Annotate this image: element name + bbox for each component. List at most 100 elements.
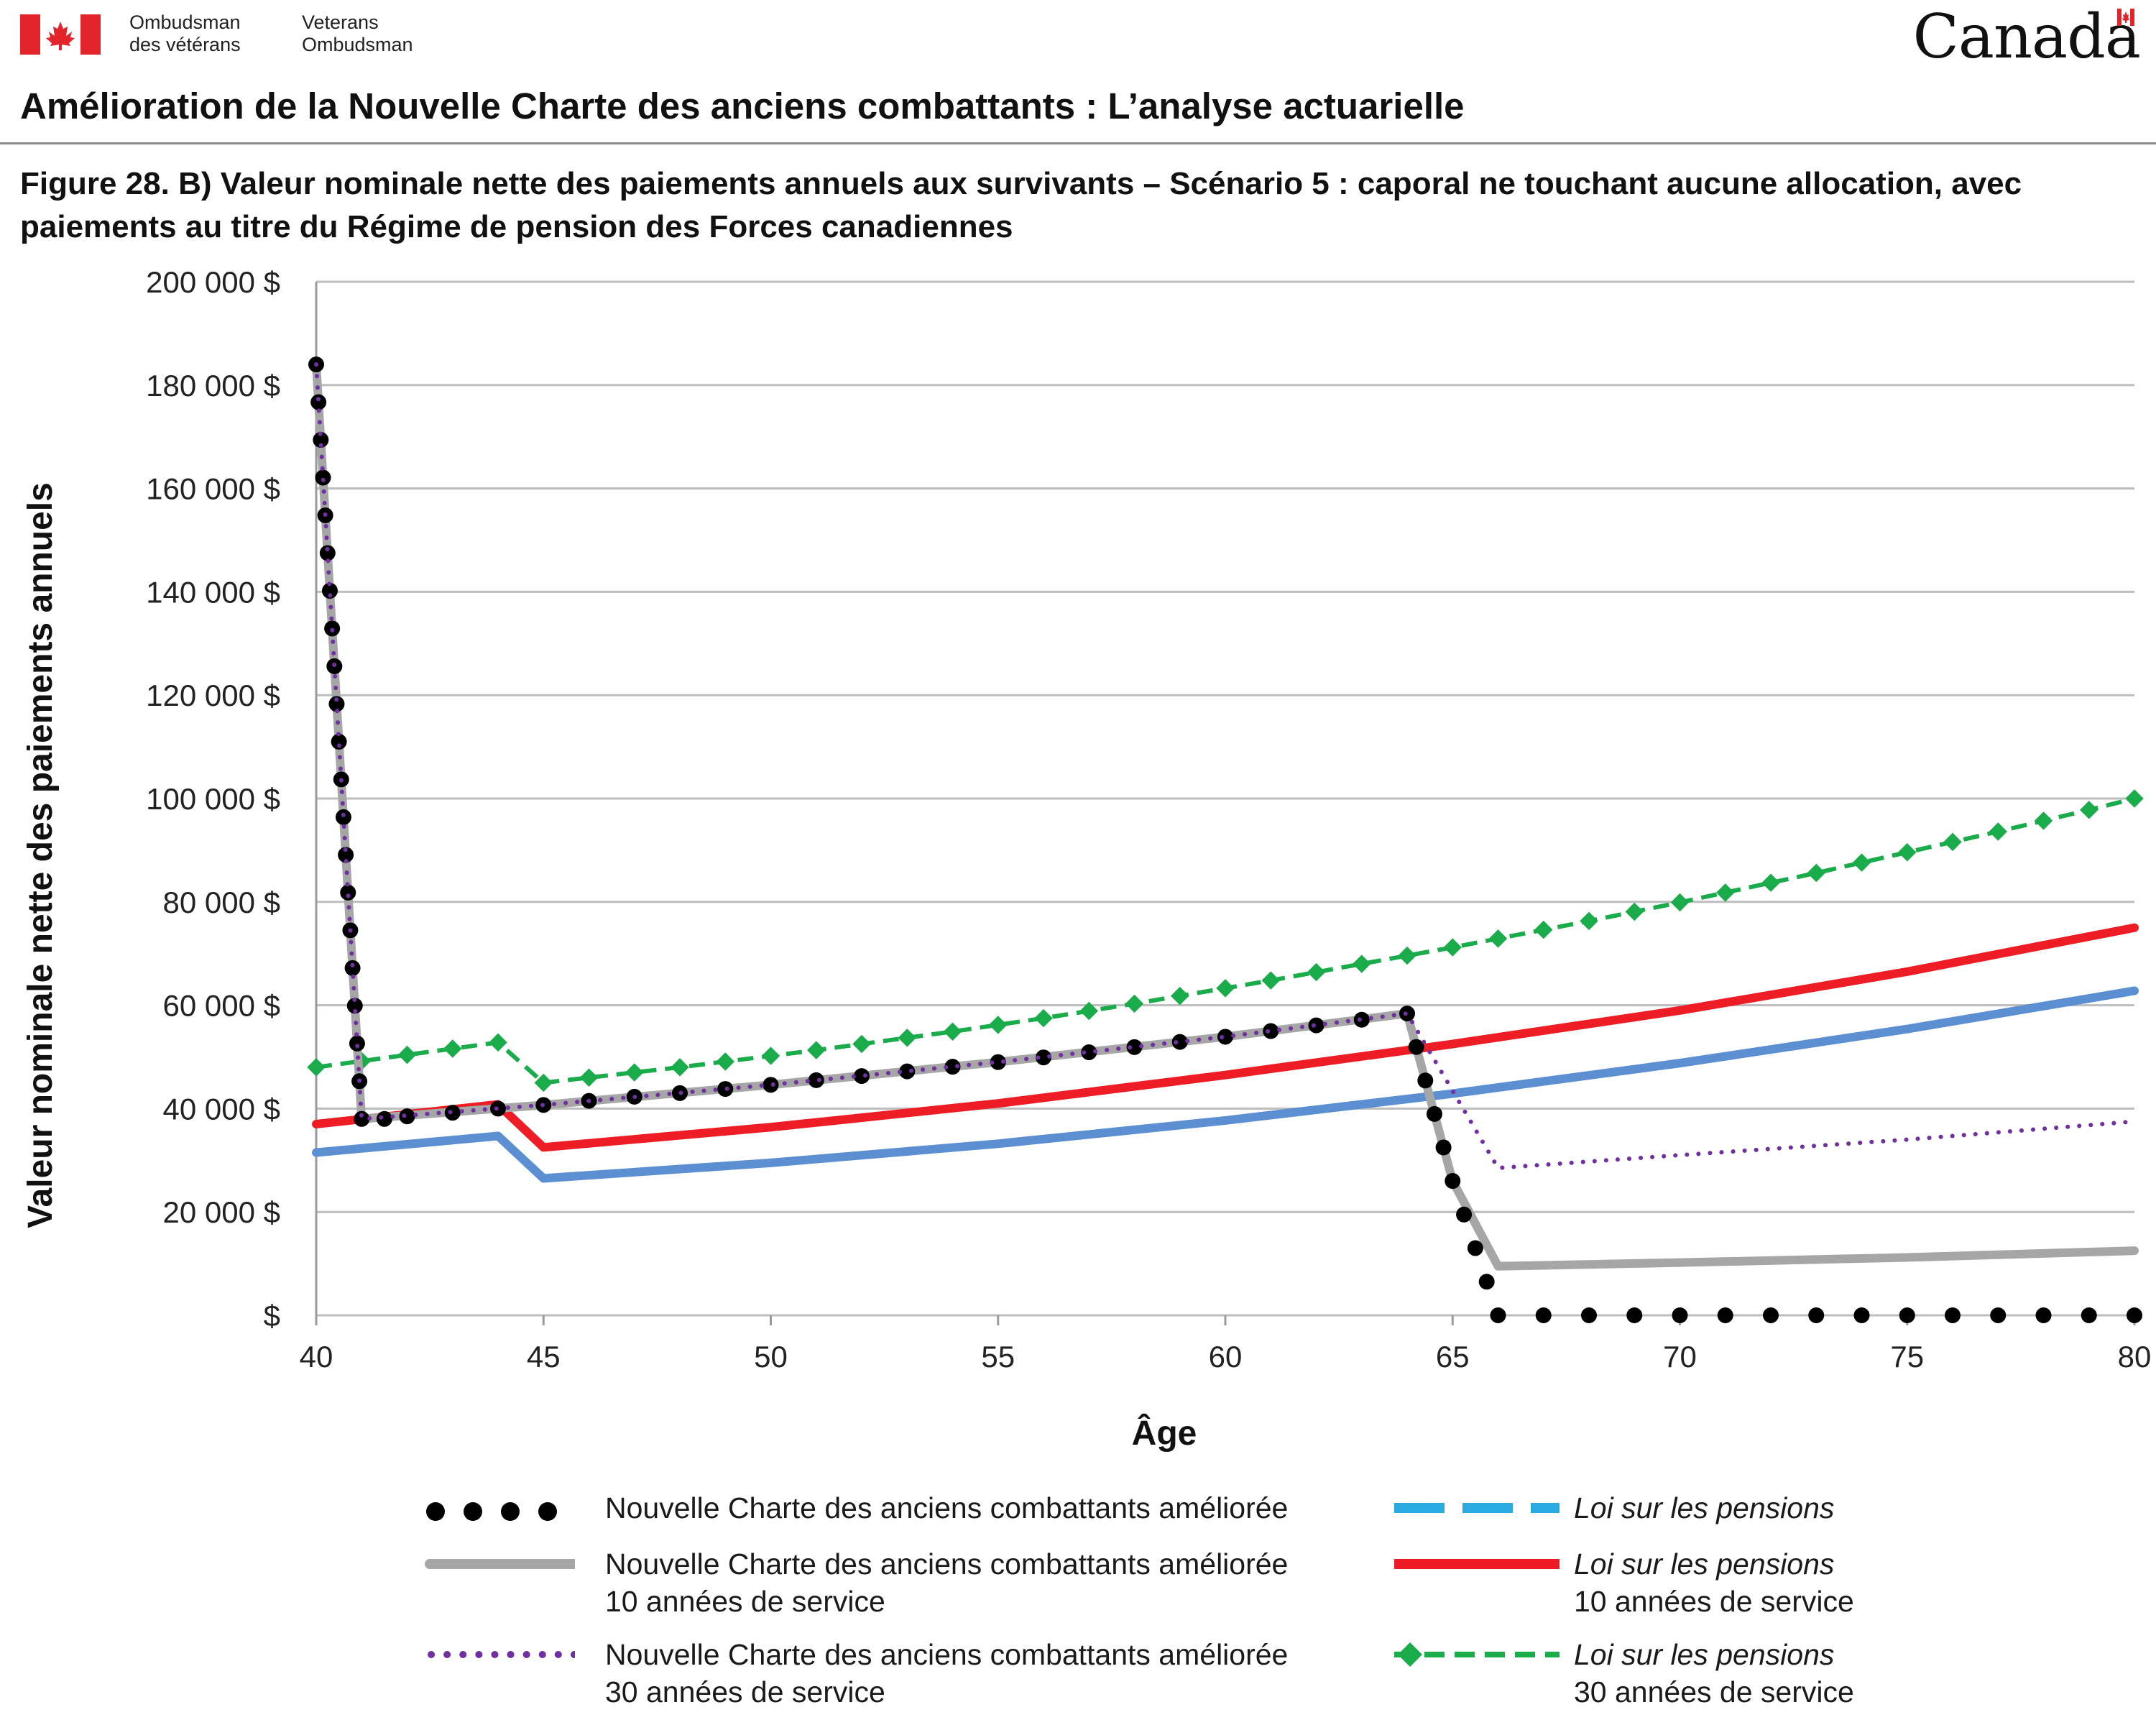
data-point <box>1943 832 1962 852</box>
data-point <box>1216 979 1235 998</box>
data-point <box>338 847 354 863</box>
legend-swatch-red-line <box>1394 1559 1560 1569</box>
x-tick-label: 70 <box>1663 1340 1697 1374</box>
x-tick-label: 75 <box>1890 1340 1924 1374</box>
legend-label: Loi sur les pensions <box>1574 1547 1835 1581</box>
data-point <box>319 545 336 561</box>
org-en-line1: Veterans <box>302 12 379 33</box>
data-point <box>1408 1039 1424 1055</box>
data-point <box>1990 1307 2007 1323</box>
data-point <box>1443 938 1462 957</box>
data-point <box>990 1054 1006 1070</box>
data-point <box>2034 811 2053 830</box>
data-point <box>399 1108 415 1125</box>
data-point <box>331 733 347 750</box>
y-tick-label: 60 000 $ <box>163 989 281 1023</box>
legend-swatch-blue-dashed <box>1394 1503 1560 1513</box>
data-point <box>2081 1307 2097 1323</box>
data-point <box>625 1063 644 1082</box>
data-point <box>1490 1307 1506 1323</box>
series-line <box>312 986 2139 1183</box>
data-point <box>443 1039 462 1058</box>
data-point <box>349 1035 365 1052</box>
data-point <box>1488 929 1508 948</box>
data-point <box>1353 954 1371 973</box>
x-tick-label: 65 <box>1436 1340 1470 1374</box>
data-point <box>1717 1307 1733 1323</box>
figure-title: Figure 28. B) Valeur nominale nette des … <box>20 166 2022 244</box>
data-point <box>376 1110 392 1127</box>
data-point <box>1807 863 1825 883</box>
data-point <box>1445 1173 1461 1190</box>
legend-swatch-purple-dotted <box>428 1651 575 1658</box>
data-point <box>1898 843 1917 862</box>
data-point <box>1171 1034 1188 1050</box>
data-point <box>1126 1039 1143 1055</box>
y-tick-label: 200 000 $ <box>146 265 280 299</box>
data-point <box>1945 1307 1961 1323</box>
y-tick-label: 40 000 $ <box>163 1092 281 1126</box>
legend-label: Nouvelle Charte des anciens combattants … <box>605 1547 1289 1581</box>
data-point <box>1535 1307 1552 1323</box>
data-point <box>1426 1105 1442 1122</box>
canada-wordmark: Canada <box>1912 1 2141 72</box>
y-tick-label: 140 000 $ <box>146 575 280 609</box>
data-point <box>1417 1072 1434 1089</box>
data-point <box>852 1034 871 1054</box>
chart-legend: Nouvelle Charte des anciens combattants … <box>402 1486 1969 1724</box>
data-point <box>899 1063 916 1080</box>
data-point <box>1581 1307 1597 1323</box>
data-point <box>716 1052 734 1071</box>
y-tick-label: 160 000 $ <box>146 472 280 506</box>
org-name-en: Veterans Ombudsman <box>302 12 413 56</box>
data-point <box>1989 822 2007 841</box>
data-point <box>328 696 345 712</box>
data-point <box>1125 994 1144 1013</box>
legend-swatch-green-diamond <box>1394 1642 1560 1667</box>
x-tick-label: 45 <box>527 1340 561 1374</box>
data-point <box>1435 1139 1452 1156</box>
data-point <box>1478 1274 1495 1290</box>
data-point <box>1763 1307 1779 1323</box>
data-point <box>898 1029 916 1047</box>
y-tick-label: 100 000 $ <box>146 782 280 816</box>
data-point <box>1307 962 1326 982</box>
x-axis-title: Âge <box>1132 1413 1197 1453</box>
org-fr-line2: des vétérans <box>129 34 241 55</box>
data-point <box>354 1110 370 1127</box>
data-point <box>1217 1029 1233 1045</box>
series-line <box>312 923 2139 1152</box>
data-point <box>807 1041 826 1059</box>
legend-sublabel: 30 années de service <box>605 1675 885 1708</box>
data-point <box>579 1068 599 1087</box>
data-point <box>1672 1307 1688 1323</box>
series-line <box>314 362 2137 1171</box>
data-point <box>1261 971 1280 990</box>
legend-sublabel: 30 années de service <box>1574 1675 1854 1708</box>
data-point <box>761 1046 780 1065</box>
header-divider <box>0 142 2156 144</box>
legend-swatch-gray-line <box>425 1559 575 1569</box>
data-point <box>2080 801 2099 819</box>
data-point <box>444 1105 461 1121</box>
x-tick-label: 55 <box>981 1340 1015 1374</box>
x-tick-label: 40 <box>300 1340 333 1374</box>
data-point <box>1626 1307 1643 1323</box>
y-tick-label: $ <box>264 1299 280 1333</box>
data-point <box>489 1033 507 1052</box>
data-point <box>2127 1307 2142 1323</box>
org-fr-line1: Ombudsman <box>129 12 241 33</box>
data-point <box>1761 873 1780 892</box>
data-point <box>1808 1307 1825 1323</box>
x-tick-label: 50 <box>754 1340 788 1374</box>
legend-label: Nouvelle Charte des anciens combattants … <box>605 1638 1289 1671</box>
data-point <box>2125 789 2144 808</box>
data-point <box>1456 1206 1473 1223</box>
x-tick-label: 80 <box>2118 1340 2152 1374</box>
data-point <box>397 1045 417 1064</box>
page-header: Ombudsman des vétérans Veterans Ombudsma… <box>0 0 2156 144</box>
canada-flag-icon <box>20 14 101 55</box>
legend-label: Loi sur les pensions <box>1574 1491 1835 1524</box>
y-tick-label: 20 000 $ <box>163 1195 281 1229</box>
data-point <box>1580 911 1598 931</box>
